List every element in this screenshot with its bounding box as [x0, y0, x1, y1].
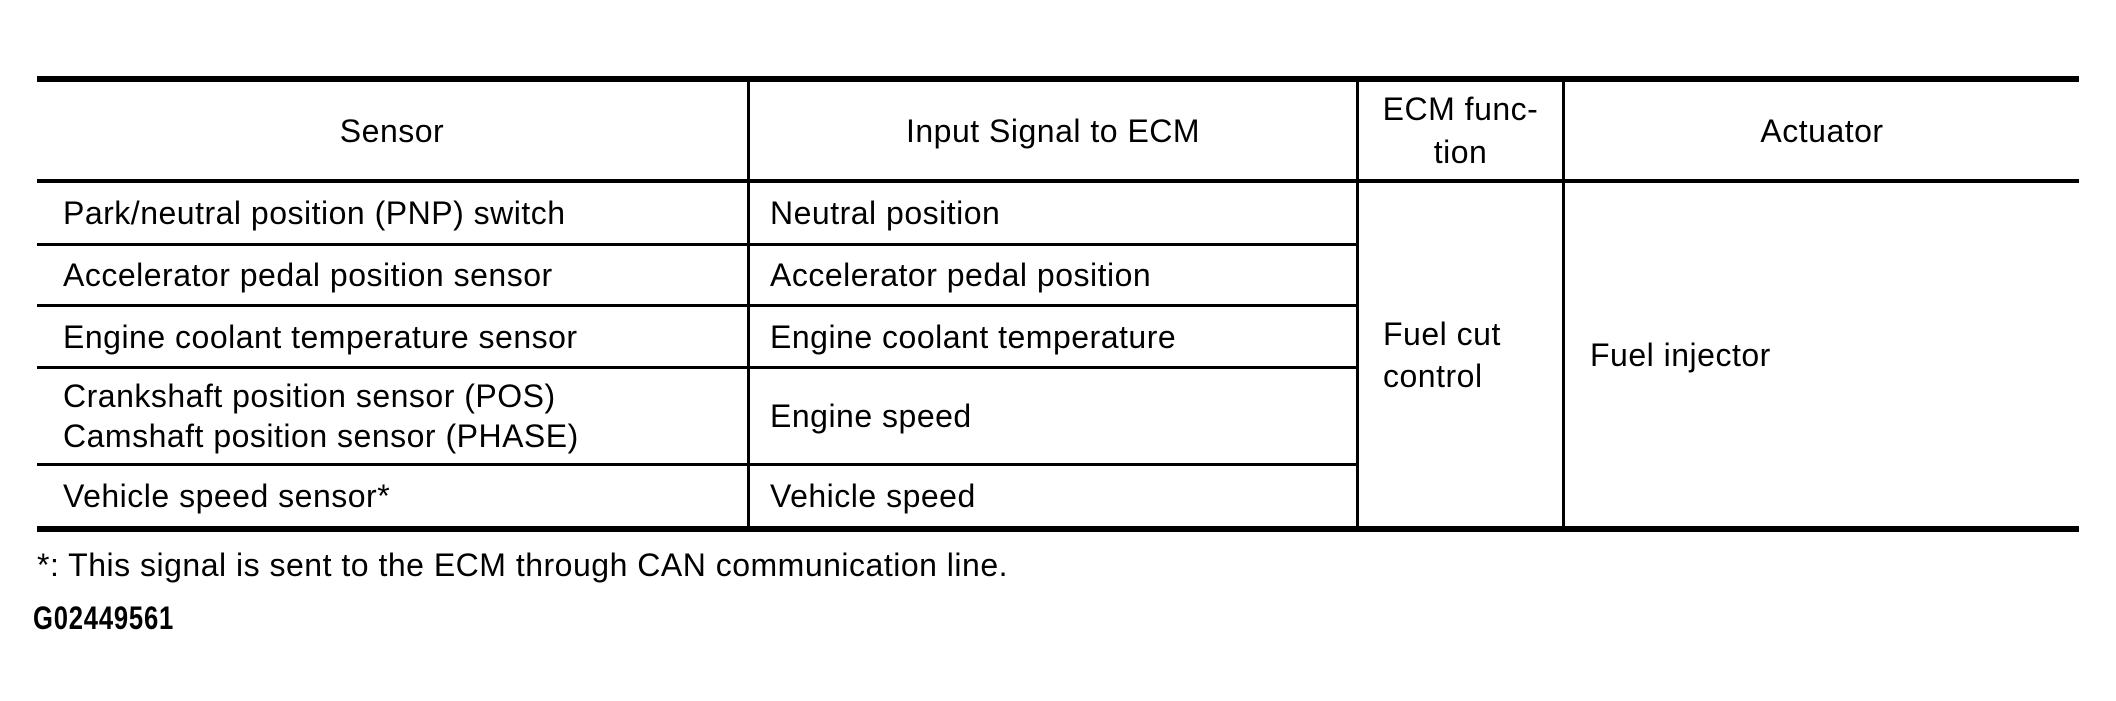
sensor-text: Park/neutral position (PNP) switch [63, 195, 566, 231]
row-separator-4 [37, 463, 1359, 466]
ecm-function-cell: Fuel cut control [1359, 183, 1562, 526]
input-signal-cell-row5: Vehicle speed [750, 466, 1356, 526]
input-signal-text: Vehicle speed [770, 478, 976, 514]
table-top-border [37, 76, 2079, 82]
row-separator-3 [37, 366, 1359, 369]
sensor-text: Engine coolant temperature sensor [63, 318, 578, 355]
header-label-sensor: Sensor [339, 113, 445, 149]
sensor-text-line1: Crankshaft position sensor (POS) [63, 378, 556, 414]
sensor-cell-row1: Park/neutral position (PNP) switch [37, 183, 747, 243]
sensor-text: Vehicle speed sensor* [63, 478, 391, 514]
column-divider-2 [1356, 76, 1359, 532]
sensor-cell-row3: Engine coolant temperature sensor [37, 307, 747, 366]
header-cell-ecm-function: ECM func- tion [1359, 83, 1562, 179]
input-signal-cell-row2: Accelerator pedal position [750, 246, 1356, 304]
header-label-input-signal: Input Signal to ECM [905, 113, 1201, 149]
table-bottom-border [37, 526, 2079, 532]
input-signal-text: Engine coolant temperature [770, 318, 1177, 355]
header-label-ecm-function-line2: tion [1433, 134, 1488, 170]
input-signal-text: Accelerator pedal position [770, 257, 1152, 293]
sensor-cell-row4: Crankshaft position sensor (POS) Camshaf… [37, 369, 747, 463]
input-signal-cell-row1: Neutral position [750, 183, 1356, 243]
column-divider-3 [1562, 76, 1565, 532]
ecm-function-text: Fuel cut control [1383, 315, 1501, 394]
sensor-cell-row2: Accelerator pedal position sensor [37, 246, 747, 304]
header-separator-line [37, 179, 2079, 183]
header-cell-sensor: Sensor [37, 83, 747, 179]
header-label-ecm-function-line1: ECM func- [1382, 91, 1539, 127]
actuator-text: Fuel injector [1590, 336, 1771, 373]
header-cell-actuator: Actuator [1565, 83, 2079, 179]
input-signal-text: Neutral position [770, 195, 1001, 231]
sensor-text: Accelerator pedal position sensor [63, 257, 553, 293]
footnote-text: *: This signal is sent to the ECM throug… [37, 547, 1008, 583]
row-separator-2 [37, 304, 1359, 307]
input-signal-cell-row3: Engine coolant temperature [750, 307, 1356, 366]
header-cell-input-signal: Input Signal to ECM [750, 83, 1356, 179]
sensor-cell-row5: Vehicle speed sensor* [37, 466, 747, 526]
input-signal-text: Engine speed [770, 398, 972, 434]
input-signal-cell-row4: Engine speed [750, 369, 1356, 463]
column-divider-1 [747, 76, 750, 532]
header-label-actuator: Actuator [1760, 113, 1884, 149]
figure-id: G02449561 [33, 600, 175, 636]
row-separator-1 [37, 243, 1359, 246]
sensor-text-line2: Camshaft position sensor (PHASE) [63, 418, 579, 454]
actuator-cell: Fuel injector [1565, 183, 2079, 526]
